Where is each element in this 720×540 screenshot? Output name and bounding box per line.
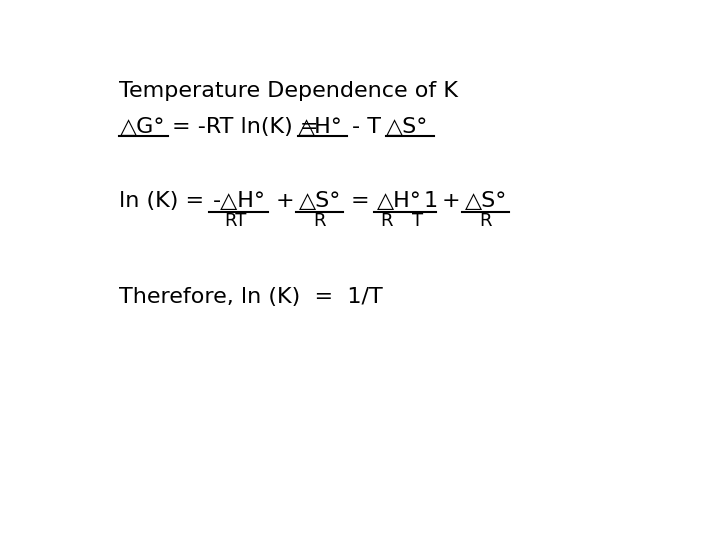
Text: △H°: △H° bbox=[297, 117, 343, 137]
Text: T: T bbox=[413, 213, 423, 231]
Text: △S°: △S° bbox=[300, 191, 341, 211]
Text: 1: 1 bbox=[423, 191, 437, 211]
Text: △S°: △S° bbox=[465, 191, 508, 211]
Text: Temperature Dependence of K: Temperature Dependence of K bbox=[120, 81, 459, 101]
Text: - T: - T bbox=[352, 117, 381, 137]
Text: R: R bbox=[380, 213, 392, 231]
Text: -△H°: -△H° bbox=[212, 191, 266, 211]
Text: R: R bbox=[479, 213, 492, 231]
Text: R: R bbox=[313, 213, 325, 231]
Text: △S°: △S° bbox=[386, 117, 428, 137]
Text: RT: RT bbox=[224, 213, 246, 231]
Text: +: + bbox=[276, 191, 294, 211]
Text: ln (K) =: ln (K) = bbox=[120, 191, 204, 211]
Text: △G°: △G° bbox=[120, 117, 165, 137]
Text: = -RT ln(K) =: = -RT ln(K) = bbox=[172, 117, 319, 137]
Text: =: = bbox=[351, 191, 369, 211]
Text: △H°: △H° bbox=[377, 191, 422, 211]
Text: +: + bbox=[442, 191, 461, 211]
Text: Therefore, ln (K)  =  1/T: Therefore, ln (K) = 1/T bbox=[120, 287, 383, 307]
